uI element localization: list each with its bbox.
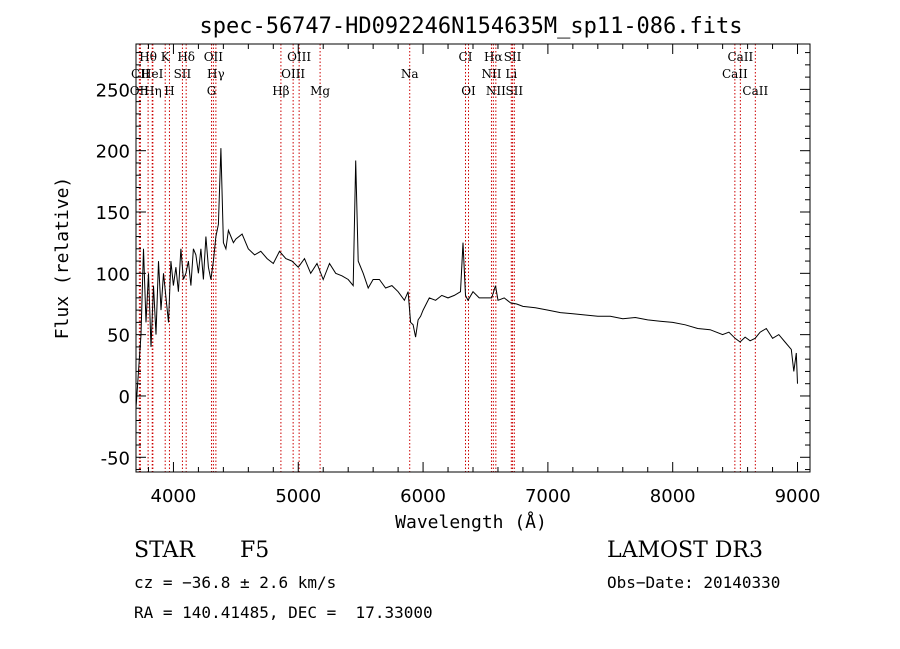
spectral-line-label: Hβ [272, 84, 289, 98]
y-tick-label: -50 [101, 448, 130, 469]
y-tick-label: 150 [96, 203, 130, 224]
y-tick-label: 200 [96, 142, 130, 163]
spectral-line-label: HeI [141, 67, 164, 81]
x-tick-label: 7000 [525, 486, 571, 507]
y-tick-label: 0 [119, 387, 130, 408]
spectral-line-label: Hα [484, 50, 503, 64]
spectral-line-label: H [164, 84, 174, 98]
object-subclass: F5 [240, 538, 270, 563]
spectral-line-label: Hθ [139, 50, 157, 64]
spectral-line-label: Li [505, 67, 517, 81]
redshift-value: cz = −36.8 ± 2.6 km/s [134, 573, 337, 592]
y-axis: -50 0 50 100 150 200 250 [96, 52, 810, 471]
spectral-line-label: CI [459, 50, 473, 64]
spectral-line-markers [138, 44, 756, 472]
plot-frame [135, 43, 811, 473]
spectral-line-label: Mg [310, 84, 330, 98]
spectrum-line [135, 148, 798, 409]
spectral-line-label: CaII [727, 50, 753, 64]
spectral-line-label: Hγ [207, 67, 225, 81]
spectral-line-label: SII [505, 84, 523, 98]
spectral-line-label: OIII [287, 50, 311, 64]
spectral-line-label: CII [131, 67, 150, 81]
chart-title: spec-56747-HD092246N154635M_sp11-086.fit… [199, 14, 742, 39]
x-axis-label: Wavelength (Å) [395, 511, 547, 533]
x-tick-label: 8000 [650, 486, 696, 507]
spectral-line-label: OII [204, 50, 224, 64]
coordinates: RA = 140.41485, DEC = 17.33000 [134, 603, 433, 622]
x-tick-label: 5000 [275, 486, 321, 507]
x-axis: 4000 5000 6000 7000 8000 9000 [147, 44, 821, 507]
spectral-line-label: NII [481, 67, 501, 81]
spectral-line-label: K [161, 50, 171, 64]
x-tick-label: 9000 [775, 486, 821, 507]
spectral-line-label: Na [401, 67, 419, 81]
y-tick-label: 100 [96, 264, 130, 285]
y-tick-label: 250 [96, 80, 130, 101]
object-class: STAR [134, 538, 195, 563]
observation-date: Obs−Date: 20140330 [607, 573, 781, 592]
spectral-line-label: CaII [742, 84, 768, 98]
survey-name: LAMOST DR3 [607, 538, 763, 563]
spectral-line-label: SII [504, 50, 522, 64]
y-axis-label: Flux (relative) [52, 177, 73, 340]
x-tick-label: 4000 [151, 486, 197, 507]
spectral-line-label: OI [461, 84, 476, 98]
spectral-line-label: G [207, 84, 217, 98]
spectral-line-label: OII [130, 84, 150, 98]
y-tick-label: 50 [107, 326, 130, 347]
spectral-line-label: NII [486, 84, 506, 98]
spectral-line-label: SII [174, 67, 192, 81]
spectral-line-label: OIII [281, 67, 305, 81]
spectral-line-label: Hδ [177, 50, 195, 64]
spectral-line-label: Hη [144, 84, 162, 98]
x-tick-label: 6000 [400, 486, 446, 507]
spectral-line-label: CaII [722, 67, 748, 81]
